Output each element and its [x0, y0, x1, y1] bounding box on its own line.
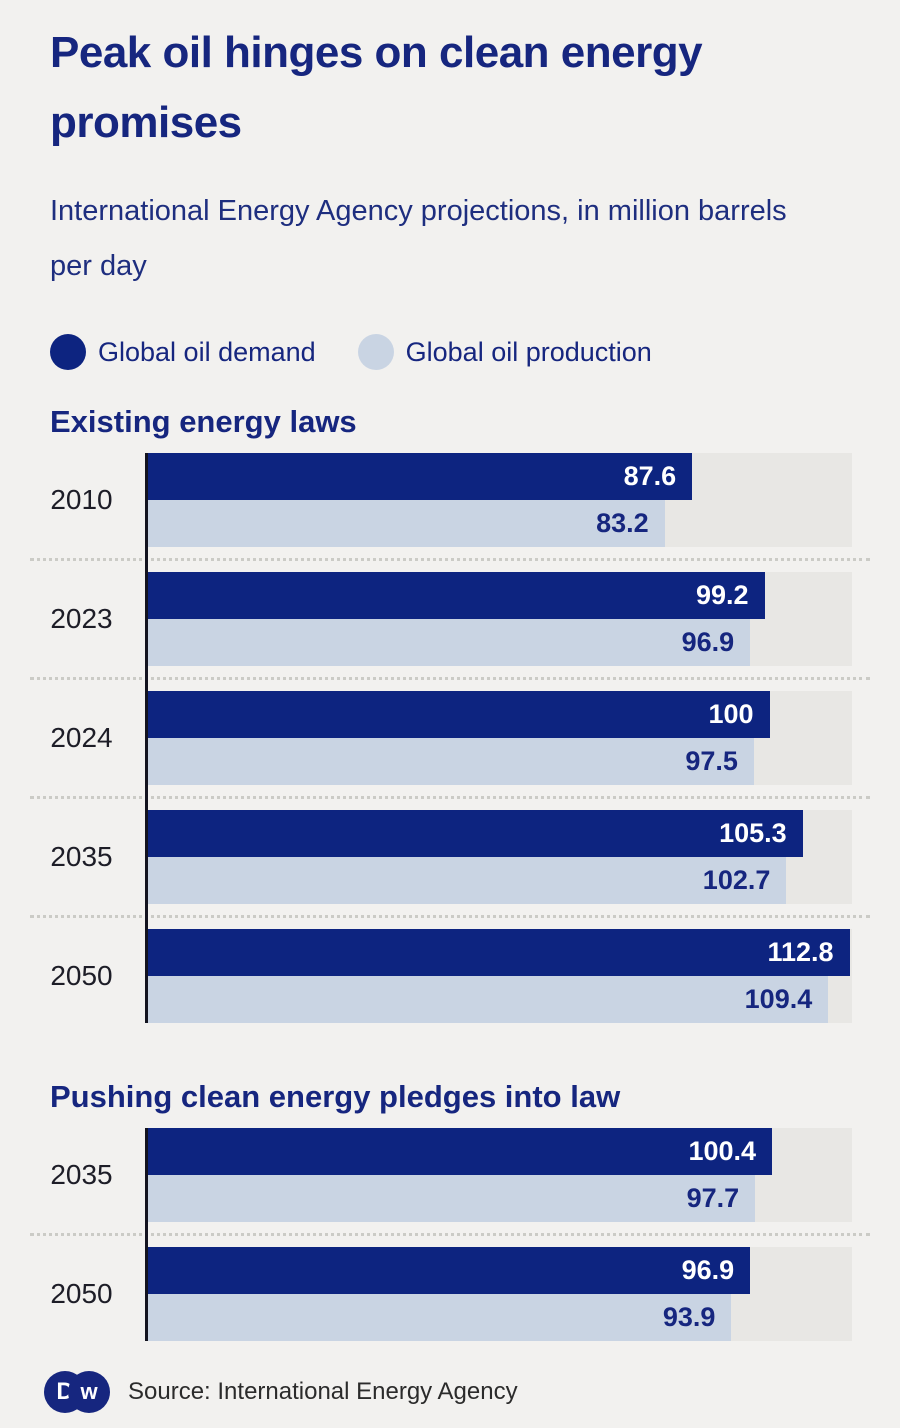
chart-body: 2010 87.6 83.2 2023 99.2 96.9 2024 100 97.5 2035 1… [30, 453, 870, 1023]
year-label: 2050 [50, 960, 113, 991]
chart-row-2023: 2023 99.2 96.9 [30, 572, 870, 666]
legend-item-production: Global oil production [357, 334, 652, 370]
chart-row-2050: 2050 112.8 109.4 [30, 929, 870, 1023]
production-bar: 93.9 [145, 1294, 732, 1341]
chart-row-2024: 2024 100 97.5 [30, 691, 870, 785]
production-bar: 109.4 [145, 976, 829, 1023]
footer: D w Source: International Energy Agency [44, 1371, 870, 1413]
year-label: 2050 [50, 1278, 113, 1309]
production-swatch-icon [357, 334, 394, 370]
production-value-label: 93.9 [662, 1302, 716, 1332]
demand-bar: 96.9 [145, 1247, 751, 1294]
production-value-label: 109.4 [744, 984, 813, 1014]
bar-track: 87.6 83.2 [145, 453, 852, 547]
production-bar: 96.9 [145, 619, 751, 666]
row-separator [30, 785, 870, 810]
demand-value-label: 99.2 [695, 580, 749, 610]
demand-bar: 87.6 [145, 453, 693, 500]
year-label: 2010 [50, 484, 113, 515]
year-label: 2035 [50, 841, 113, 872]
legend: Global oil demand Global oil production [50, 334, 870, 370]
demand-bar: 100.4 [145, 1128, 773, 1175]
production-value-label: 102.7 [702, 865, 771, 895]
demand-value-label: 105.3 [719, 818, 787, 848]
row-separator [30, 666, 870, 691]
chart-title: Pushing clean energy pledges into law [50, 1079, 621, 1114]
production-bar: 83.2 [145, 500, 665, 547]
dw-logo-letter-w: w [68, 1371, 110, 1413]
year-label: 2023 [50, 603, 113, 634]
production-bar: 97.7 [145, 1175, 756, 1222]
row-separator [30, 547, 870, 572]
chart-row-2035: 2035 105.3 102.7 [30, 810, 870, 904]
chart-row-2050: 2050 96.9 93.9 [30, 1247, 870, 1341]
dw-logo-icon: D w [44, 1371, 110, 1413]
source-text: Source: International Energy Agency [128, 1378, 518, 1405]
demand-value-label: 112.8 [767, 937, 834, 967]
chart-title: Existing energy laws [50, 404, 357, 439]
demand-value-label: 100 [708, 699, 754, 729]
chart-row-2035: 2035 100.4 97.7 [30, 1128, 870, 1222]
demand-value-label: 100.4 [688, 1136, 757, 1166]
demand-swatch-icon [50, 334, 86, 370]
bar-track: 112.8 109.4 [145, 929, 852, 1023]
demand-bar: 100 [145, 691, 770, 738]
bar-track: 96.9 93.9 [145, 1247, 852, 1341]
demand-bar: 112.8 [145, 929, 850, 976]
bar-track: 100 97.5 [145, 691, 852, 785]
legend-label-demand: Global oil demand [98, 336, 316, 367]
y-axis-line [145, 453, 148, 1023]
production-bar: 97.5 [145, 738, 754, 785]
production-value-label: 96.9 [681, 627, 735, 657]
production-value-label: 83.2 [596, 508, 649, 538]
demand-bar: 105.3 [145, 810, 803, 857]
legend-item-demand: Global oil demand [50, 334, 316, 370]
year-label: 2024 [50, 722, 113, 753]
y-axis-line [145, 1128, 148, 1341]
chart-row-2010: 2010 87.6 83.2 [30, 453, 870, 547]
demand-value-label: 87.6 [623, 461, 677, 491]
production-bar: 102.7 [145, 857, 787, 904]
demand-bar: 99.2 [145, 572, 765, 619]
page-subtitle: International Energy Agency projections,… [50, 195, 787, 282]
chart-clean-energy-pledges: Pushing clean energy pledges into law 20… [30, 1079, 870, 1341]
row-separator [30, 1222, 870, 1247]
demand-value-label: 96.9 [681, 1255, 735, 1285]
row-separator [30, 904, 870, 929]
chart-existing-energy-laws: Existing energy laws 2010 87.6 83.2 2023 99.… [30, 404, 870, 1023]
legend-label-production: Global oil production [405, 336, 652, 367]
bar-track: 100.4 97.7 [145, 1128, 852, 1222]
production-value-label: 97.7 [686, 1183, 740, 1213]
year-label: 2035 [50, 1159, 113, 1190]
bar-track: 99.2 96.9 [145, 572, 852, 666]
bar-track: 105.3 102.7 [145, 810, 852, 904]
production-value-label: 97.5 [685, 746, 738, 776]
chart-body: 2035 100.4 97.7 2050 96.9 93.9 [30, 1128, 870, 1341]
page-title: Peak oil hinges on clean energy promises [50, 28, 703, 147]
